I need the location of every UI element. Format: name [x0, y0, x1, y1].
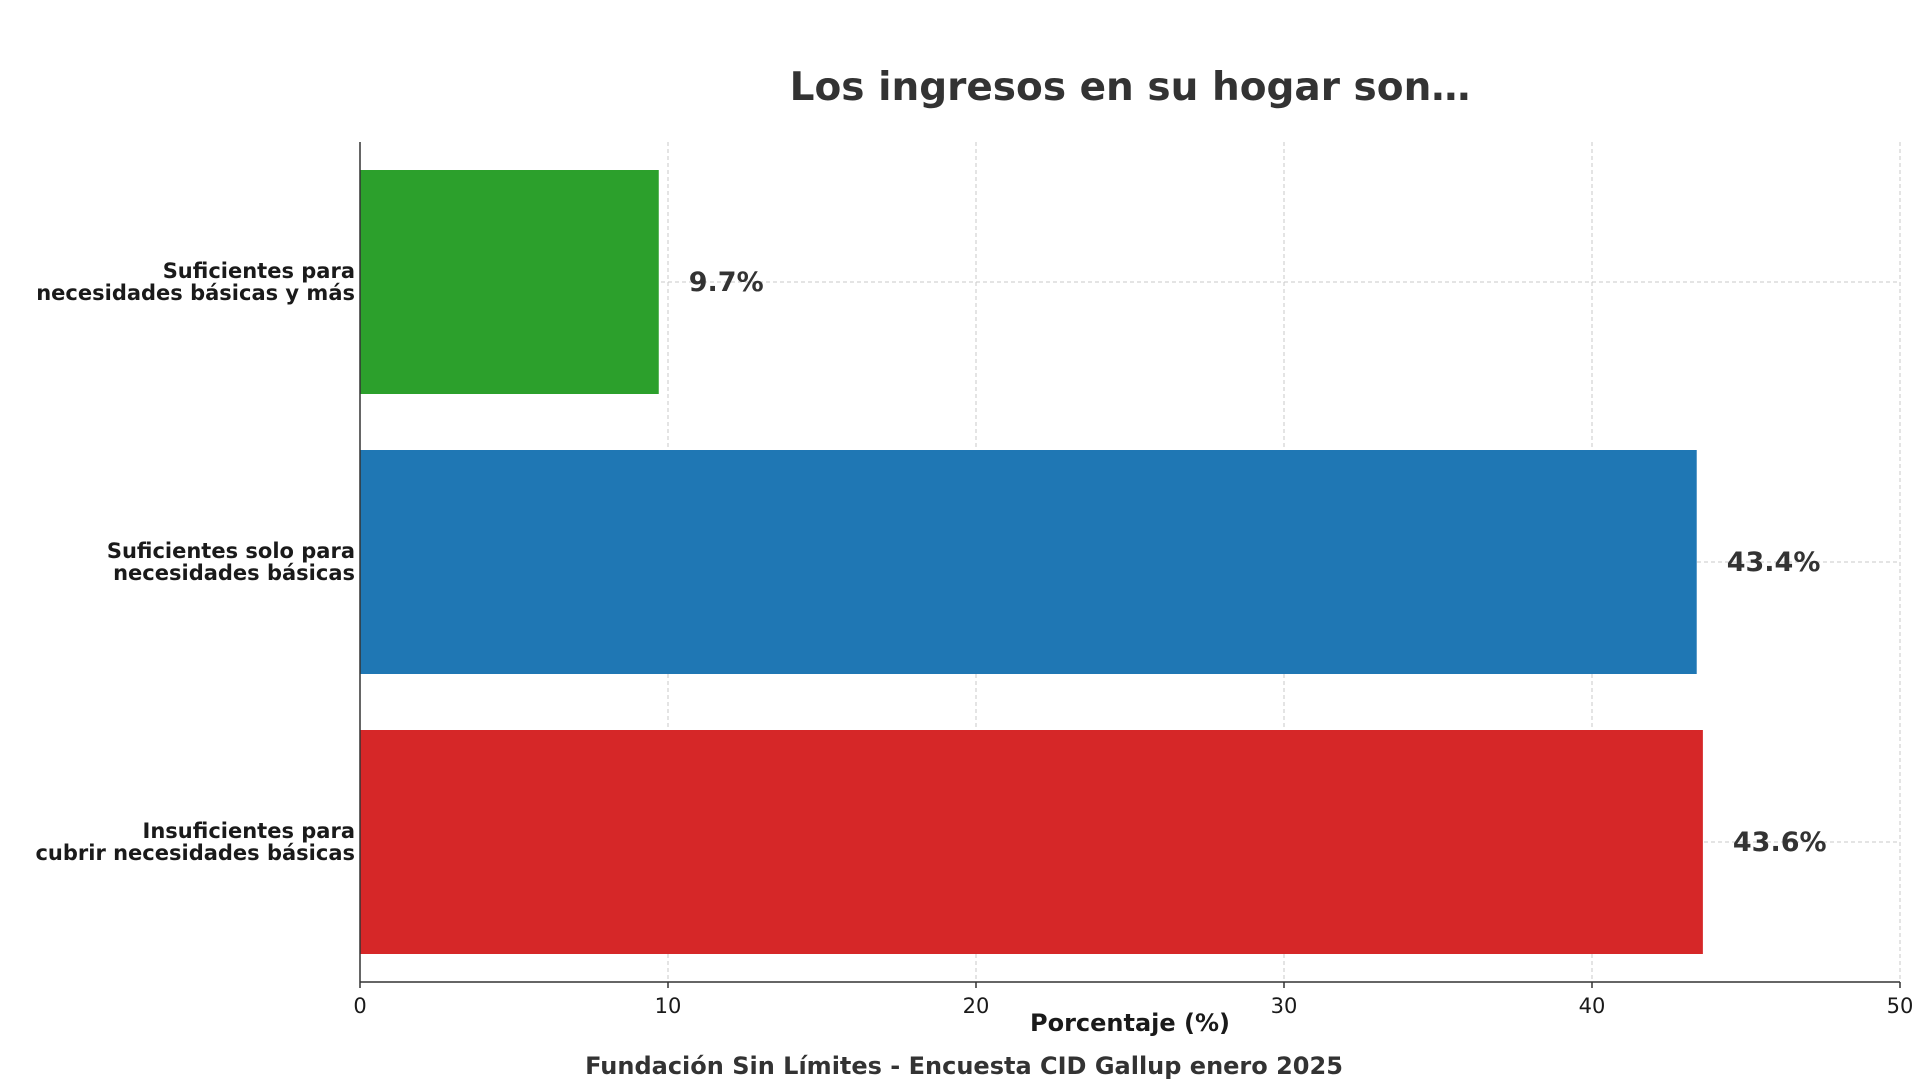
- x-tick-label: 20: [963, 994, 990, 1018]
- bar: [360, 450, 1697, 674]
- x-tick-label: 50: [1887, 994, 1914, 1018]
- x-tick-label: 30: [1271, 994, 1298, 1018]
- category-label: cubrir necesidades básicas: [35, 841, 355, 865]
- bar: [360, 170, 659, 394]
- data-labels: 9.7% 43.4% 43.6%: [689, 267, 1827, 858]
- data-label: 9.7%: [689, 267, 764, 298]
- data-label: 43.6%: [1733, 827, 1827, 858]
- x-tick-label: 0: [353, 994, 366, 1018]
- chart-title: Los ingresos en su hogar son…: [790, 65, 1471, 110]
- category-label: necesidades básicas: [113, 561, 355, 585]
- category-label: Insuficientes para: [143, 819, 355, 843]
- x-tick-label: 10: [655, 994, 682, 1018]
- axes: [359, 142, 1900, 983]
- data-label: 43.4%: [1727, 547, 1821, 578]
- category-label: necesidades básicas y más: [36, 281, 355, 305]
- source-note: Fundación Sin Límites - Encuesta CID Gal…: [585, 1052, 1343, 1080]
- category-label: Suficientes para: [163, 259, 355, 283]
- bars: [360, 170, 1703, 954]
- x-tick-label: 40: [1579, 994, 1606, 1018]
- category-label: Suficientes solo para: [107, 539, 355, 563]
- x-tick-labels: 0 10 20 30 40 50: [353, 982, 1913, 1018]
- bar: [360, 730, 1703, 954]
- x-axis-label: Porcentaje (%): [1030, 1009, 1230, 1037]
